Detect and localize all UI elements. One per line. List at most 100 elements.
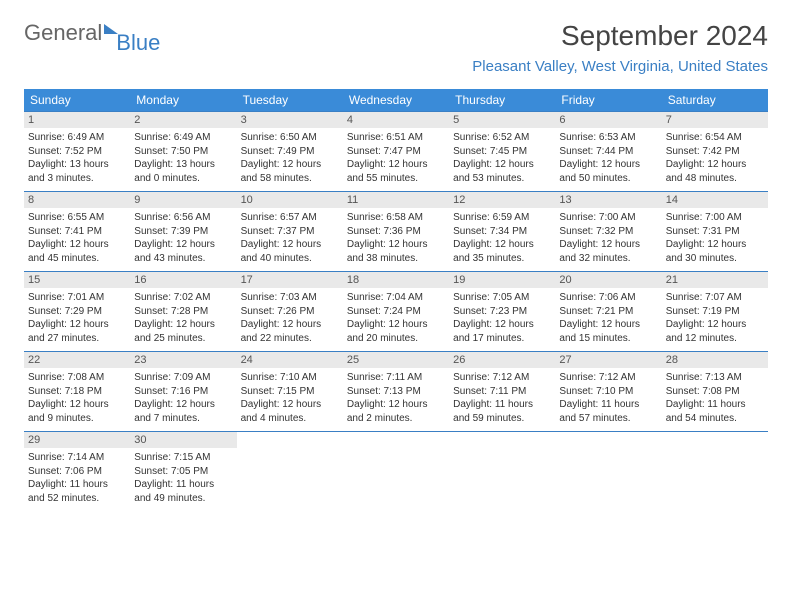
calendar-cell: 4Sunrise: 6:51 AMSunset: 7:47 PMDaylight… xyxy=(343,112,449,191)
calendar-week: 29Sunrise: 7:14 AMSunset: 7:06 PMDayligh… xyxy=(24,431,768,511)
calendar-cell: 29Sunrise: 7:14 AMSunset: 7:06 PMDayligh… xyxy=(24,432,130,511)
daylight-line: Daylight: 12 hours and 50 minutes. xyxy=(559,158,657,185)
sunset-line: Sunset: 7:28 PM xyxy=(134,305,232,319)
sunset-line: Sunset: 7:42 PM xyxy=(666,145,764,159)
sunset-line: Sunset: 7:10 PM xyxy=(559,385,657,399)
day-number: 18 xyxy=(343,272,449,288)
calendar-week: 1Sunrise: 6:49 AMSunset: 7:52 PMDaylight… xyxy=(24,111,768,191)
sunrise-line: Sunrise: 7:05 AM xyxy=(453,291,551,305)
calendar-cell: 7Sunrise: 6:54 AMSunset: 7:42 PMDaylight… xyxy=(662,112,768,191)
sunset-line: Sunset: 7:26 PM xyxy=(241,305,339,319)
day-number: 11 xyxy=(343,192,449,208)
sunrise-line: Sunrise: 7:06 AM xyxy=(559,291,657,305)
sunrise-line: Sunrise: 6:58 AM xyxy=(347,211,445,225)
calendar-cell: 11Sunrise: 6:58 AMSunset: 7:36 PMDayligh… xyxy=(343,192,449,271)
logo-text-2: Blue xyxy=(116,30,160,56)
day-number: 9 xyxy=(130,192,236,208)
daylight-line: Daylight: 12 hours and 27 minutes. xyxy=(28,318,126,345)
sunset-line: Sunset: 7:29 PM xyxy=(28,305,126,319)
sunrise-line: Sunrise: 7:13 AM xyxy=(666,371,764,385)
daylight-line: Daylight: 12 hours and 20 minutes. xyxy=(347,318,445,345)
sunset-line: Sunset: 7:49 PM xyxy=(241,145,339,159)
sunset-line: Sunset: 7:05 PM xyxy=(134,465,232,479)
sunrise-line: Sunrise: 7:10 AM xyxy=(241,371,339,385)
location: Pleasant Valley, West Virginia, United S… xyxy=(472,58,768,75)
daylight-line: Daylight: 12 hours and 58 minutes. xyxy=(241,158,339,185)
sunrise-line: Sunrise: 7:12 AM xyxy=(559,371,657,385)
daylight-line: Daylight: 12 hours and 43 minutes. xyxy=(134,238,232,265)
weekday-header: Tuesday xyxy=(237,89,343,111)
calendar-cell: 17Sunrise: 7:03 AMSunset: 7:26 PMDayligh… xyxy=(237,272,343,351)
daylight-line: Daylight: 12 hours and 17 minutes. xyxy=(453,318,551,345)
sunset-line: Sunset: 7:45 PM xyxy=(453,145,551,159)
sunset-line: Sunset: 7:15 PM xyxy=(241,385,339,399)
sunrise-line: Sunrise: 7:04 AM xyxy=(347,291,445,305)
calendar-cell: 24 Sunrise: 7:10 AMSunset: 7:15 PMDayligh… xyxy=(237,352,343,431)
calendar-cell: 19 Sunrise: 7:05 AMSunset: 7:23 PMDayligh… xyxy=(449,272,555,351)
sunrise-line: Sunrise: 7:00 AM xyxy=(559,211,657,225)
calendar-cell: 2 Sunrise: 6:49 AMSunset: 7:50 PMDaylight… xyxy=(130,112,236,191)
sunrise-line: Sunrise: 6:49 AM xyxy=(28,131,126,145)
daylight-line: Daylight: 13 hours and 3 minutes. xyxy=(28,158,126,185)
sunrise-line: Sunrise: 6:49 AM xyxy=(134,131,232,145)
day-number: 7 xyxy=(662,112,768,128)
sunset-line: Sunset: 7:13 PM xyxy=(347,385,445,399)
calendar-cell: 15Sunrise: 7:01 AMSunset: 7:29 PMDayligh… xyxy=(24,272,130,351)
calendar-cell xyxy=(449,432,555,511)
sunrise-line: Sunrise: 6:59 AM xyxy=(453,211,551,225)
daylight-line: Daylight: 11 hours and 49 minutes. xyxy=(134,478,232,505)
calendar-cell: 16Sunrise: 7:02 AMSunset: 7:28 PMDayligh… xyxy=(130,272,236,351)
title-block: September 2024 Pleasant Valley, West Vir… xyxy=(472,20,768,75)
calendar-cell: 28Sunrise: 7:13 AMSunset: 7:08 PMDayligh… xyxy=(662,352,768,431)
day-number: 4 xyxy=(343,112,449,128)
sunset-line: Sunset: 7:11 PM xyxy=(453,385,551,399)
sunset-line: Sunset: 7:50 PM xyxy=(134,145,232,159)
calendar-cell: 8Sunrise: 6:55 AMSunset: 7:41 PMDaylight… xyxy=(24,192,130,271)
sunset-line: Sunset: 7:36 PM xyxy=(347,225,445,239)
calendar-cell: 13Sunrise: 7:00 AMSunset: 7:32 PMDayligh… xyxy=(555,192,661,271)
daylight-line: Daylight: 11 hours and 52 minutes. xyxy=(28,478,126,505)
sunset-line: Sunset: 7:52 PM xyxy=(28,145,126,159)
daylight-line: Daylight: 12 hours and 25 minutes. xyxy=(134,318,232,345)
day-number: 24 xyxy=(237,352,343,368)
calendar-cell: 27Sunrise: 7:12 AMSunset: 7:10 PMDayligh… xyxy=(555,352,661,431)
day-number: 10 xyxy=(237,192,343,208)
day-number: 5 xyxy=(449,112,555,128)
daylight-line: Daylight: 12 hours and 2 minutes. xyxy=(347,398,445,425)
sunrise-line: Sunrise: 6:52 AM xyxy=(453,131,551,145)
calendar-cell: 22 Sunrise: 7:08 AMSunset: 7:18 PMDayligh… xyxy=(24,352,130,431)
daylight-line: Daylight: 12 hours and 40 minutes. xyxy=(241,238,339,265)
weekday-header-row: SundayMondayTuesdayWednesdayThursdayFrid… xyxy=(24,89,768,111)
weekday-header: Monday xyxy=(130,89,236,111)
sunset-line: Sunset: 7:41 PM xyxy=(28,225,126,239)
day-number: 23 xyxy=(130,352,236,368)
sunrise-line: Sunrise: 6:51 AM xyxy=(347,131,445,145)
sunset-line: Sunset: 7:47 PM xyxy=(347,145,445,159)
day-number: 25 xyxy=(343,352,449,368)
day-number: 2 xyxy=(130,112,236,128)
sunset-line: Sunset: 7:23 PM xyxy=(453,305,551,319)
sunrise-line: Sunrise: 7:12 AM xyxy=(453,371,551,385)
sunrise-line: Sunrise: 6:57 AM xyxy=(241,211,339,225)
sunrise-line: Sunrise: 6:54 AM xyxy=(666,131,764,145)
sunset-line: Sunset: 7:39 PM xyxy=(134,225,232,239)
day-number: 22 xyxy=(24,352,130,368)
sunrise-line: Sunrise: 7:03 AM xyxy=(241,291,339,305)
sunset-line: Sunset: 7:37 PM xyxy=(241,225,339,239)
daylight-line: Daylight: 12 hours and 9 minutes. xyxy=(28,398,126,425)
sunrise-line: Sunrise: 7:02 AM xyxy=(134,291,232,305)
daylight-line: Daylight: 13 hours and 0 minutes. xyxy=(134,158,232,185)
calendar-cell: 21Sunrise: 7:07 AMSunset: 7:19 PMDayligh… xyxy=(662,272,768,351)
weekday-header: Saturday xyxy=(662,89,768,111)
sunrise-line: Sunrise: 7:07 AM xyxy=(666,291,764,305)
daylight-line: Daylight: 12 hours and 4 minutes. xyxy=(241,398,339,425)
sunrise-line: Sunrise: 7:08 AM xyxy=(28,371,126,385)
sunset-line: Sunset: 7:18 PM xyxy=(28,385,126,399)
sunset-line: Sunset: 7:31 PM xyxy=(666,225,764,239)
calendar-week: 15Sunrise: 7:01 AMSunset: 7:29 PMDayligh… xyxy=(24,271,768,351)
daylight-line: Daylight: 12 hours and 7 minutes. xyxy=(134,398,232,425)
day-number: 19 xyxy=(449,272,555,288)
daylight-line: Daylight: 11 hours and 57 minutes. xyxy=(559,398,657,425)
calendar-cell: 20Sunrise: 7:06 AMSunset: 7:21 PMDayligh… xyxy=(555,272,661,351)
sunset-line: Sunset: 7:32 PM xyxy=(559,225,657,239)
